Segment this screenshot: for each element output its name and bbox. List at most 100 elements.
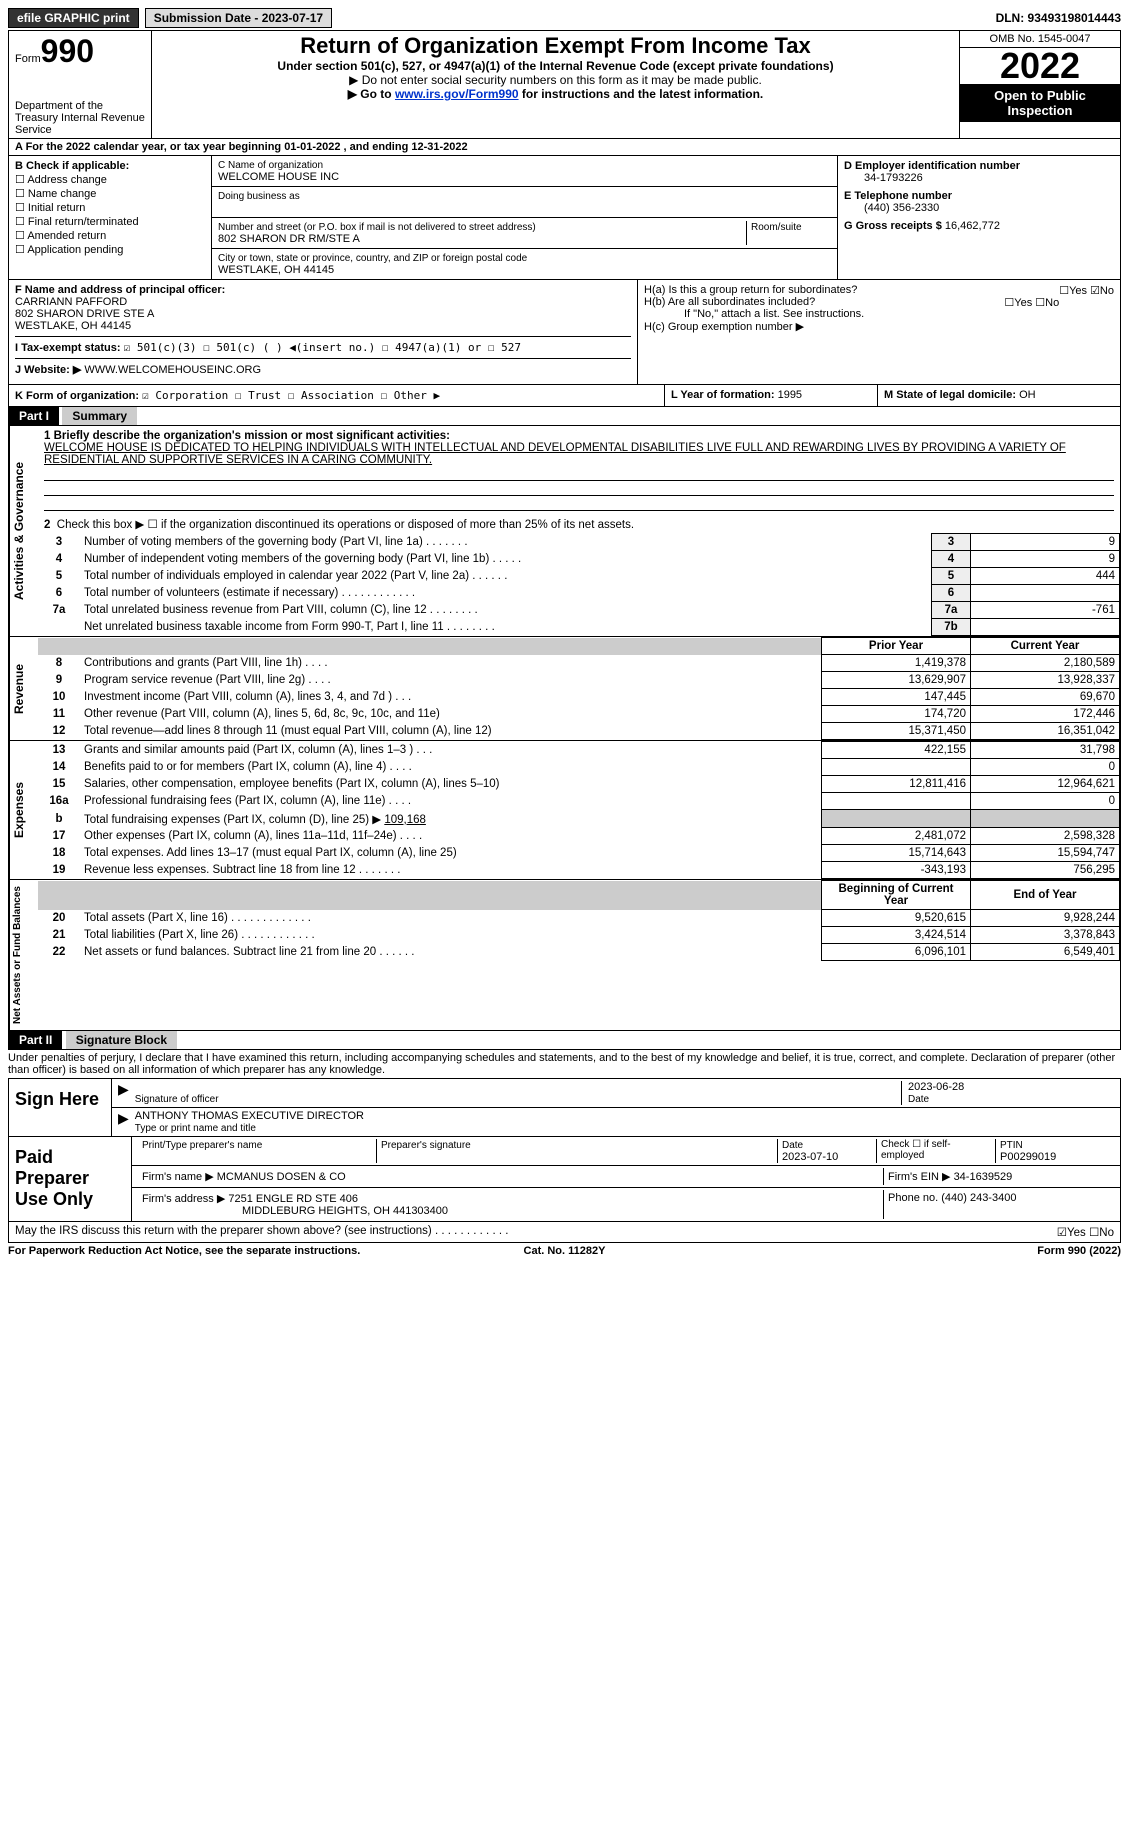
- hb-ans[interactable]: ☐Yes ☐No: [1004, 296, 1059, 309]
- part1-title: Summary: [62, 407, 137, 425]
- form-header: Form990 Department of the Treasury Inter…: [8, 30, 1121, 139]
- col-d: D Employer identification number34-17932…: [838, 156, 1120, 279]
- vlabel-na: Net Assets or Fund Balances: [9, 880, 38, 1030]
- part2-hdr: Part II: [9, 1031, 62, 1049]
- q2-text: Check this box ▶ ☐ if the organization d…: [57, 519, 634, 531]
- officer-addr1: 802 SHARON DRIVE STE A: [15, 308, 154, 320]
- officer-print-label: Type or print name and title: [135, 1123, 256, 1134]
- prep-self[interactable]: Check ☐ if self-employed: [877, 1139, 996, 1163]
- dept: Department of the Treasury Internal Reve…: [15, 100, 145, 136]
- b-label: B Check if applicable:: [15, 160, 129, 172]
- vlabel-exp: Expenses: [9, 741, 38, 879]
- discuss-a[interactable]: ☑Yes ☐No: [1057, 1225, 1114, 1239]
- firm-addr1: 7251 ENGLE RD STE 406: [228, 1193, 358, 1205]
- part2-title: Signature Block: [66, 1031, 177, 1049]
- table-exp: 13Grants and similar amounts paid (Part …: [38, 741, 1120, 879]
- firm-name: MCMANUS DOSEN & CO: [217, 1171, 346, 1183]
- gross-receipts: 16,462,772: [945, 220, 1000, 232]
- dln: DLN: 93493198014443: [996, 11, 1121, 25]
- street-addr: 802 SHARON DR RM/STE A: [218, 233, 360, 245]
- firm-ein: 34-1639529: [954, 1171, 1013, 1183]
- page-footer: For Paperwork Reduction Act Notice, see …: [8, 1245, 1121, 1257]
- row-k: K Form of organization: ☑ Corporation ☐ …: [8, 385, 1121, 407]
- ha-ans[interactable]: ☐Yes ☑No: [1059, 284, 1114, 297]
- block-bcd: B Check if applicable: ☐ Address change …: [8, 156, 1121, 280]
- hb-label: H(b) Are all subordinates included?: [644, 296, 815, 308]
- officer-name: CARRIANN PAFFORD: [15, 296, 127, 308]
- sig-officer-label: Signature of officer: [135, 1094, 219, 1105]
- ha-label: H(a) Is this a group return for subordin…: [644, 284, 857, 296]
- sign-block: Sign Here ▶ Signature of officer 2023-06…: [8, 1079, 1121, 1137]
- part1-hdr: Part I: [9, 407, 59, 425]
- phone: (440) 356-2330: [864, 202, 939, 214]
- city-val: WESTLAKE, OH 44145: [218, 264, 334, 276]
- irs-link[interactable]: www.irs.gov/Form990: [395, 87, 519, 101]
- preparer-block: Paid Preparer Use Only Print/Type prepar…: [8, 1137, 1121, 1222]
- footer-left: For Paperwork Reduction Act Notice, see …: [8, 1245, 379, 1257]
- form-word: Form: [15, 53, 41, 65]
- firm-addr2: MIDDLEBURG HEIGHTS, OH 441303400: [242, 1205, 448, 1217]
- f-label: F Name and address of principal officer:: [15, 284, 225, 296]
- chk-final[interactable]: Final return/terminated: [28, 216, 139, 228]
- chk-name[interactable]: Name change: [28, 188, 97, 200]
- tax-status-opts[interactable]: ☑ 501(c)(3) ☐ 501(c) ( ) ◀(insert no.) ☐…: [124, 341, 521, 354]
- hc-label: H(c) Group exemption number ▶: [644, 320, 1114, 333]
- prep-date: 2023-07-10: [782, 1151, 838, 1163]
- table-ag: 3Number of voting members of the governi…: [38, 533, 1120, 636]
- firm-phone: (440) 243-3400: [941, 1192, 1016, 1204]
- vlabel-ag: Activities & Governance: [9, 426, 38, 636]
- footer-cat: Cat. No. 11282Y: [379, 1245, 750, 1257]
- goto-post: for instructions and the latest informat…: [519, 87, 764, 101]
- l-label: L Year of formation:: [671, 389, 775, 401]
- tax-year: 2022: [960, 48, 1120, 84]
- chk-amended[interactable]: Amended return: [27, 230, 106, 242]
- d-label: D Employer identification number: [844, 160, 1020, 172]
- k-label: K Form of organization:: [15, 390, 139, 402]
- firm-phone-label: Phone no.: [888, 1192, 938, 1204]
- table-rev: Prior YearCurrent Year8Contributions and…: [38, 637, 1120, 740]
- hb-note: If "No," attach a list. See instructions…: [684, 308, 1114, 320]
- prep-h3: Date: [782, 1140, 803, 1151]
- m-val: OH: [1019, 389, 1036, 401]
- j-label: J Website: ▶: [15, 364, 81, 376]
- form-title: Return of Organization Exempt From Incom…: [158, 33, 953, 59]
- city-label: City or town, state or province, country…: [218, 253, 527, 264]
- form-note1: ▶ Do not enter social security numbers o…: [158, 73, 953, 87]
- l-val: 1995: [778, 389, 802, 401]
- i-label: I Tax-exempt status:: [15, 342, 121, 354]
- chk-address[interactable]: Address change: [27, 174, 107, 186]
- chk-initial[interactable]: Initial return: [28, 202, 85, 214]
- dba-label: Doing business as: [218, 191, 300, 202]
- g-label: G Gross receipts $: [844, 220, 942, 232]
- block-fh: F Name and address of principal officer:…: [8, 280, 1121, 385]
- col-b: B Check if applicable: ☐ Address change …: [9, 156, 212, 279]
- ein: 34-1793226: [864, 172, 923, 184]
- room-label: Room/suite: [751, 222, 802, 233]
- prep-h2: Preparer's signature: [381, 1140, 471, 1151]
- officer-addr2: WESTLAKE, OH 44145: [15, 320, 131, 332]
- org-name: WELCOME HOUSE INC: [218, 171, 339, 183]
- firm-addr-label: Firm's address ▶: [142, 1193, 225, 1205]
- col-c: C Name of organizationWELCOME HOUSE INC …: [212, 156, 838, 279]
- declaration: Under penalties of perjury, I declare th…: [8, 1050, 1121, 1079]
- prep-h1: Print/Type preparer's name: [142, 1140, 262, 1151]
- website[interactable]: WWW.WELCOMEHOUSEINC.ORG: [84, 364, 261, 376]
- paid-preparer-title: Paid Preparer Use Only: [9, 1137, 132, 1221]
- sign-here: Sign Here: [9, 1079, 112, 1136]
- k-opts[interactable]: ☑ Corporation ☐ Trust ☐ Association ☐ Ot…: [142, 389, 440, 402]
- efile-btn[interactable]: efile GRAPHIC print: [8, 8, 139, 28]
- row-a: A For the 2022 calendar year, or tax yea…: [8, 139, 1121, 156]
- table-na: Beginning of Current YearEnd of Year20To…: [38, 880, 1120, 961]
- discuss-q: May the IRS discuss this return with the…: [15, 1225, 508, 1239]
- sig-date-label: Date: [908, 1094, 929, 1105]
- prep-h5: PTIN: [1000, 1140, 1023, 1151]
- officer-print-name: ANTHONY THOMAS EXECUTIVE DIRECTOR: [135, 1110, 364, 1122]
- chk-pending[interactable]: Application pending: [27, 244, 123, 256]
- vlabel-rev: Revenue: [9, 637, 38, 740]
- discuss-row: May the IRS discuss this return with the…: [8, 1222, 1121, 1243]
- mission-text: WELCOME HOUSE IS DEDICATED TO HELPING IN…: [44, 442, 1066, 466]
- submission-date: Submission Date - 2023-07-17: [145, 8, 332, 28]
- goto-pre: ▶ Go to: [348, 87, 395, 101]
- ptin: P00299019: [1000, 1151, 1056, 1163]
- c-name-label: C Name of organization: [218, 160, 323, 171]
